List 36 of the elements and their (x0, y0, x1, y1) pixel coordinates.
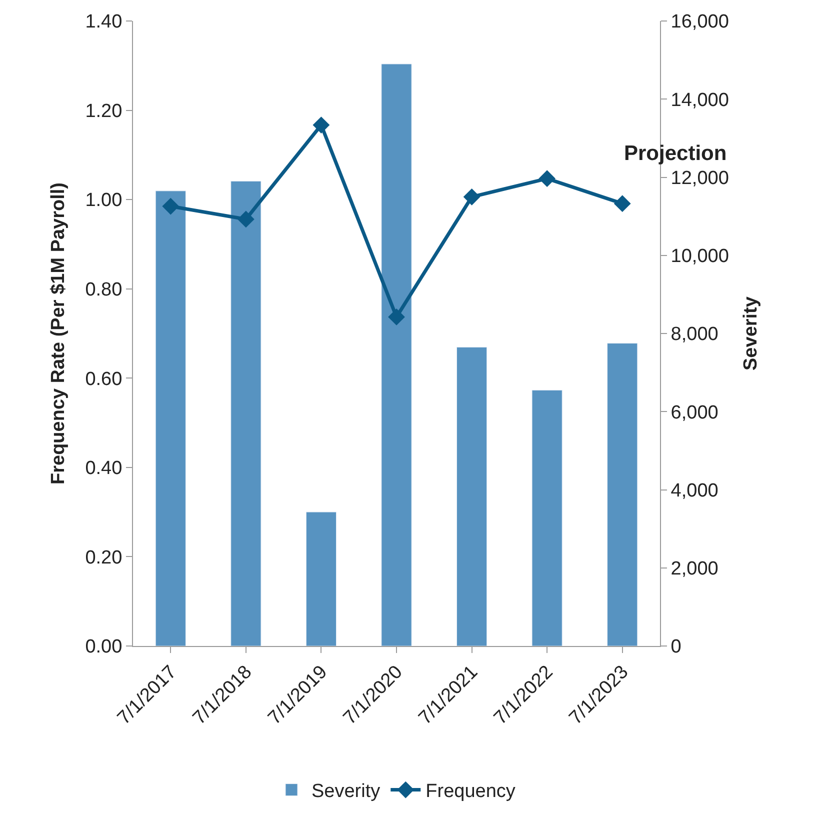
bar (607, 343, 638, 646)
y2-tick-label: 2,000 (670, 558, 718, 580)
y2-tick-label: 10,000 (670, 246, 729, 268)
y2-tick-label: 14,000 (670, 90, 729, 111)
y-axis-title: Frequency Rate (Per $1M Payroll) (48, 182, 70, 484)
y-tick-label: 0.60 (85, 368, 122, 390)
y-tick-label: 0.20 (85, 547, 122, 568)
point (162, 198, 180, 215)
point (538, 170, 556, 188)
point (237, 210, 254, 228)
y2-tick-label: 12,000 (670, 168, 729, 189)
point (463, 188, 480, 206)
y-tick-label: 0.00 (85, 636, 122, 658)
legend-label: Severity (312, 781, 381, 802)
bar (306, 512, 337, 646)
bar (155, 190, 186, 646)
y2-tick-label: 8,000 (670, 324, 718, 346)
y-tick-label: 1.20 (85, 100, 122, 122)
point (614, 195, 631, 212)
annotation: Projection (624, 142, 727, 165)
bar (230, 180, 262, 646)
y-tick-label: 0.80 (85, 280, 122, 301)
y2-tick-label: 0 (670, 636, 682, 658)
y2-axis-title: Severity (740, 296, 762, 370)
y-tick-label: 1.40 (85, 12, 122, 33)
legend-label: Frequency (426, 781, 516, 802)
point (312, 116, 330, 134)
y-tick-label: 1.00 (85, 190, 122, 212)
point (388, 308, 405, 326)
y2-tick-label: 16,000 (670, 12, 729, 33)
y-tick-label: 0.40 (85, 458, 122, 480)
bar (381, 64, 412, 646)
y2-tick-label: 4,000 (670, 480, 718, 502)
bar (456, 346, 488, 646)
bar (532, 390, 562, 646)
y2-tick-label: 6,000 (670, 402, 718, 424)
